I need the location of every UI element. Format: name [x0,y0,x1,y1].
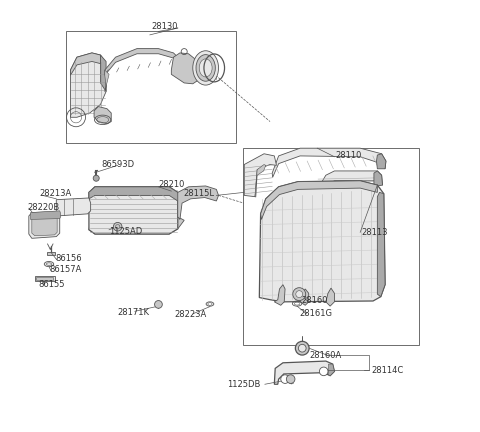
Polygon shape [374,171,383,186]
Text: 28160: 28160 [301,296,327,305]
Text: 28220B: 28220B [27,203,60,212]
Polygon shape [36,277,53,280]
Polygon shape [275,285,285,305]
Circle shape [295,341,309,355]
Polygon shape [171,53,202,84]
Circle shape [319,367,328,376]
Polygon shape [328,364,335,376]
Polygon shape [261,181,377,219]
Polygon shape [259,181,385,302]
Polygon shape [56,198,91,216]
Polygon shape [178,186,218,219]
Ellipse shape [193,51,218,85]
Polygon shape [89,187,178,234]
Polygon shape [35,276,55,281]
Text: 28113: 28113 [361,228,387,237]
Polygon shape [32,214,57,236]
Circle shape [93,175,99,181]
Polygon shape [89,217,184,234]
Ellipse shape [196,54,216,81]
Ellipse shape [44,261,54,267]
Ellipse shape [199,59,212,77]
Polygon shape [275,361,335,384]
Circle shape [281,375,289,383]
Text: 86593D: 86593D [102,160,135,169]
Polygon shape [71,53,106,117]
Circle shape [296,291,303,298]
Polygon shape [326,288,335,306]
Text: 28114C: 28114C [371,366,403,375]
Text: 28130: 28130 [151,22,178,31]
Text: 1125DB: 1125DB [227,380,261,389]
Polygon shape [317,171,383,205]
Polygon shape [244,154,276,197]
Text: 28213A: 28213A [39,189,72,198]
Text: 28115L: 28115L [183,189,214,198]
Text: 28223A: 28223A [175,310,207,319]
Polygon shape [376,154,386,169]
Circle shape [113,222,122,231]
Text: 86155: 86155 [38,280,65,289]
Circle shape [155,301,162,308]
Polygon shape [89,187,184,201]
Text: 28161G: 28161G [299,308,332,318]
Polygon shape [377,192,385,297]
Text: 28171K: 28171K [118,308,150,317]
Text: 28110: 28110 [336,150,362,159]
Polygon shape [47,252,55,255]
Polygon shape [300,289,309,305]
Polygon shape [71,53,100,75]
Text: 28210: 28210 [158,180,185,189]
Circle shape [299,344,306,352]
Text: 1125AD: 1125AD [109,227,143,236]
Polygon shape [94,107,111,124]
Text: 86157A: 86157A [49,265,82,274]
Polygon shape [272,148,386,178]
Text: 86156: 86156 [55,254,82,263]
Polygon shape [100,55,106,92]
Polygon shape [105,49,180,75]
Polygon shape [255,165,266,197]
Polygon shape [31,211,60,219]
Circle shape [287,375,295,383]
Circle shape [293,288,306,301]
Polygon shape [29,212,60,238]
Text: 28160A: 28160A [310,351,342,359]
Polygon shape [105,70,109,92]
